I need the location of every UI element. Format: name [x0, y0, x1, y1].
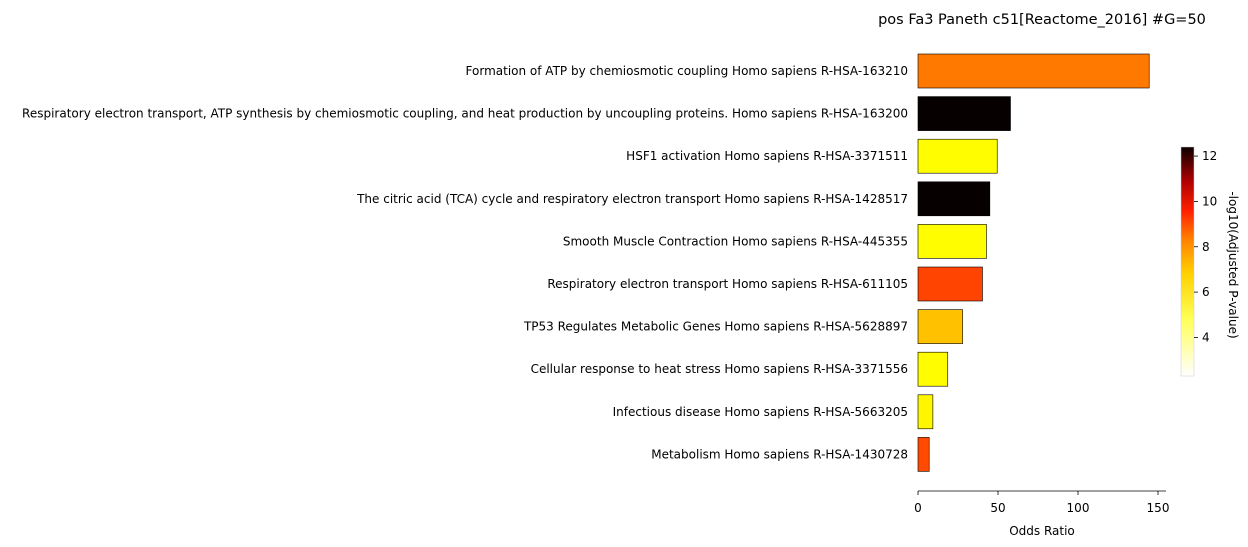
colorbar-label: -log10(Adjusted P-value)	[1226, 191, 1240, 338]
colorbar-ticks: 4 6 8 10 12	[1194, 149, 1217, 344]
x-tick-label: 100	[1067, 501, 1090, 515]
x-ticks: 0 50 100 150	[914, 491, 1169, 515]
chart-title: pos Fa3 Paneth c51[Reactome_2016] #G=50	[878, 12, 1206, 28]
colorbar-tick-label: 4	[1202, 330, 1210, 344]
bar	[917, 224, 987, 259]
bar	[917, 138, 998, 174]
bar	[917, 351, 949, 387]
colorbar-tick-label: 6	[1202, 285, 1210, 299]
x-tick-label: 150	[1147, 501, 1170, 515]
category-label: HSF1 activation Homo sapiens R-HSA-33715…	[626, 149, 908, 163]
x-tick-label: 50	[990, 501, 1005, 515]
category-labels: Formation of ATP by chemiosmotic couplin…	[22, 64, 908, 461]
category-label: Cellular response to heat stress Homo sa…	[531, 362, 908, 376]
bar	[917, 181, 991, 217]
category-label: Respiratory electron transport Homo sapi…	[547, 277, 908, 291]
colorbar	[1180, 146, 1195, 377]
bar	[917, 266, 983, 302]
category-label: Smooth Muscle Contraction Homo sapiens R…	[563, 234, 908, 248]
bar	[917, 53, 1150, 89]
category-label: TP53 Regulates Metabolic Genes Homo sapi…	[523, 320, 908, 334]
x-axis-label: Odds Ratio	[1009, 524, 1075, 538]
category-label: Metabolism Homo sapiens R-HSA-1430728	[651, 447, 908, 461]
bar	[917, 309, 963, 344]
category-label: Formation of ATP by chemiosmotic couplin…	[466, 64, 908, 78]
category-label: Respiratory electron transport, ATP synt…	[22, 107, 908, 121]
colorbar-tick-label: 8	[1202, 240, 1210, 254]
category-label: Infectious disease Homo sapiens R-HSA-56…	[613, 405, 908, 419]
bars-group	[917, 53, 1150, 472]
x-tick-label: 0	[914, 501, 922, 515]
bar	[917, 437, 930, 472]
colorbar-tick-label: 10	[1202, 194, 1217, 208]
bar	[917, 394, 934, 430]
category-label: The citric acid (TCA) cycle and respirat…	[356, 192, 908, 206]
bar	[917, 96, 1011, 131]
colorbar-tick-label: 12	[1202, 149, 1217, 163]
